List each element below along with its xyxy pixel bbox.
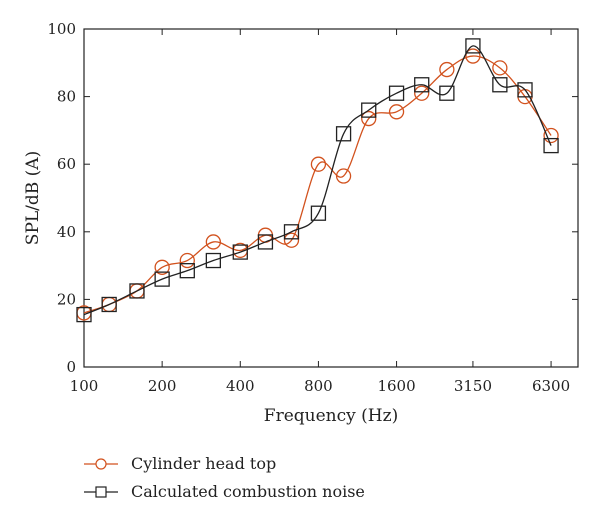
series-line-calculated-combustion-noise [83, 45, 552, 316]
data-point-calculated-combustion-noise [543, 137, 559, 154]
legend: Cylinder head top Calculated combustion … [84, 454, 365, 501]
legend-label-cylinder-head-top: Cylinder head top [131, 454, 276, 473]
data-point-calculated-combustion-noise [232, 244, 248, 260]
x-tick-label: 6300 [532, 377, 570, 395]
series-line-cylinder-head-top [83, 55, 552, 314]
legend-item-calculated-combustion-noise: Calculated combustion noise [84, 482, 365, 501]
data-point-calculated-combustion-noise [101, 296, 117, 313]
data-point-calculated-combustion-noise [154, 271, 170, 287]
x-tick-label: 100 [70, 377, 99, 395]
data-point-calculated-combustion-noise [310, 205, 327, 221]
x-axis-label: Frequency (Hz) [264, 406, 398, 426]
data-point-calculated-combustion-noise [492, 77, 508, 93]
data-point-cylinder-head-top [283, 232, 300, 248]
data-point-calculated-combustion-noise [465, 38, 481, 54]
data-point-cylinder-head-top [335, 168, 352, 184]
data-point-cylinder-head-top [154, 259, 170, 275]
y-tick-label: 0 [66, 358, 76, 376]
data-point-cylinder-head-top [439, 61, 455, 78]
data-point-calculated-combustion-noise [335, 126, 352, 142]
legend-label-calculated-combustion-noise: Calculated combustion noise [131, 482, 365, 501]
y-tick-label: 20 [57, 290, 76, 308]
x-tick-label: 400 [226, 377, 255, 395]
legend-item-cylinder-head-top: Cylinder head top [84, 454, 276, 473]
data-point-calculated-combustion-noise [129, 283, 145, 299]
x-tick-label: 200 [148, 377, 177, 395]
x-tick-label: 3150 [454, 377, 492, 395]
y-tick-label: 100 [47, 20, 76, 38]
y-axis-label: SPL/dB (A) [23, 151, 43, 245]
data-point-calculated-combustion-noise [517, 82, 533, 98]
legend-marker-cylinder-head-top [95, 458, 107, 470]
data-point-cylinder-head-top [414, 85, 430, 101]
data-point-cylinder-head-top [205, 234, 222, 250]
y-tick-label: 40 [57, 223, 76, 241]
data-point-calculated-combustion-noise [283, 224, 300, 240]
y-axis: 0 20 40 60 80 100 [47, 20, 578, 376]
plot-area-frame [83, 28, 579, 368]
y-tick-label: 80 [57, 88, 76, 106]
x-axis: 100 200 400 800 1600 3150 6300 [70, 29, 570, 395]
data-point-calculated-combustion-noise [388, 85, 405, 101]
data-point-calculated-combustion-noise [179, 263, 195, 279]
y-tick-label: 60 [57, 155, 76, 173]
legend-marker-calculated-combustion-noise [95, 486, 107, 498]
series-calculated-combustion-noise [76, 38, 559, 323]
series-layer [76, 38, 559, 323]
series-cylinder-head-top [76, 48, 559, 321]
data-point-calculated-combustion-noise [257, 234, 274, 250]
data-point-calculated-combustion-noise [439, 85, 455, 101]
data-point-cylinder-head-top [465, 48, 481, 64]
data-point-cylinder-head-top [492, 60, 508, 76]
data-point-cylinder-head-top [388, 104, 405, 120]
data-point-calculated-combustion-noise [205, 252, 222, 269]
data-point-calculated-combustion-noise [76, 306, 92, 323]
data-point-calculated-combustion-noise [414, 77, 430, 93]
data-point-cylinder-head-top [361, 110, 377, 127]
x-tick-label: 1600 [377, 377, 415, 395]
data-point-cylinder-head-top [179, 252, 195, 269]
data-point-calculated-combustion-noise [361, 102, 377, 118]
x-tick-label: 800 [304, 377, 333, 395]
data-point-cylinder-head-top [310, 156, 327, 172]
data-point-cylinder-head-top [543, 127, 559, 144]
